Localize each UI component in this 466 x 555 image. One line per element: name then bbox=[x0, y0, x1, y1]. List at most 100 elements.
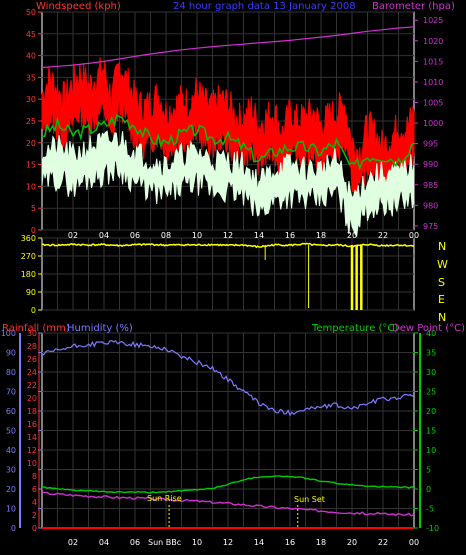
x-tick-label-bottom: 02 bbox=[68, 538, 78, 547]
min-wind-series-area bbox=[41, 130, 415, 238]
x-tick-label-top: 14 bbox=[254, 231, 264, 240]
compass-label-n-bottom: N bbox=[438, 311, 446, 324]
y-tick-label-direction: 90 bbox=[26, 288, 36, 297]
x-tick-label-top: 04 bbox=[99, 231, 109, 240]
y-tick-label-rain: 10 bbox=[27, 459, 37, 468]
humidity-series-line bbox=[41, 339, 415, 417]
y-tick-label-wind: 0 bbox=[31, 226, 36, 235]
y-tick-label-direction: 180 bbox=[21, 270, 36, 279]
y-tick-label-rain: 4 bbox=[32, 498, 37, 507]
x-tick-label-top: 06 bbox=[130, 231, 140, 240]
y-tick-label-direction: 0 bbox=[31, 306, 36, 315]
x-tick-label-bottom: 18 bbox=[316, 538, 326, 547]
humidity-axis-title: Humidity (%) bbox=[67, 323, 133, 334]
x-tick-label-bottom: 22 bbox=[378, 538, 388, 547]
y-tick-label-temperature: 25 bbox=[426, 388, 436, 397]
y-tick-label-barometer: 980 bbox=[423, 201, 438, 210]
rainfall-axis-title: Rainfall (mm) bbox=[2, 323, 70, 334]
y-tick-label-barometer: 985 bbox=[423, 181, 438, 190]
x-tick-label-bottom: 16 bbox=[285, 538, 295, 547]
y-tick-label-wind: 20 bbox=[26, 139, 36, 148]
dew-point-series-line bbox=[41, 491, 415, 517]
barometer-series-line bbox=[41, 26, 415, 69]
y-tick-label-wind: 40 bbox=[26, 52, 36, 61]
y-tick-label-barometer: 1020 bbox=[423, 37, 443, 46]
y-tick-label-wind: 25 bbox=[26, 117, 36, 126]
sun-bbc-label: Sun BBc bbox=[148, 538, 181, 547]
y-tick-label-temperature: 20 bbox=[426, 407, 436, 416]
dewpoint-axis-title: Dew Point (°C) bbox=[392, 323, 465, 334]
x-tick-label-bottom: 00 bbox=[409, 538, 419, 547]
y-tick-label-direction: 360 bbox=[21, 234, 36, 243]
y-tick-label-temperature: 5 bbox=[426, 466, 431, 475]
y-tick-label-temperature: -10 bbox=[426, 524, 439, 533]
y-tick-label-barometer: 1025 bbox=[423, 16, 443, 25]
x-tick-label-top: 22 bbox=[378, 231, 388, 240]
y-tick-label-barometer: 990 bbox=[423, 160, 438, 169]
x-tick-label-bottom: 06 bbox=[130, 538, 140, 547]
y-tick-label-wind: 45 bbox=[26, 30, 36, 39]
x-tick-label-top: 10 bbox=[192, 231, 202, 240]
y-tick-label-barometer: 1005 bbox=[423, 98, 443, 107]
y-tick-label-rain: 22 bbox=[27, 381, 37, 390]
x-tick-label-bottom: 20 bbox=[347, 538, 357, 547]
x-tick-label-bottom: 14 bbox=[254, 538, 264, 547]
y-tick-label-humidity: 80 bbox=[6, 368, 16, 377]
y-tick-label-humidity: 100 bbox=[1, 329, 16, 338]
y-tick-label-temperature: 35 bbox=[426, 349, 436, 358]
y-tick-label-rain: 6 bbox=[32, 485, 37, 494]
windspeed-axis-title: Windspeed (kph) bbox=[36, 1, 121, 12]
y-tick-label-wind: 50 bbox=[26, 8, 36, 17]
y-tick-label-rain: 18 bbox=[27, 407, 37, 416]
y-tick-label-humidity: 30 bbox=[6, 466, 16, 475]
x-tick-label-bottom: 04 bbox=[99, 538, 109, 547]
y-tick-label-humidity: 10 bbox=[6, 505, 16, 514]
x-tick-label-top: 12 bbox=[223, 231, 233, 240]
temperature-axis-title: Temperature (°C) bbox=[311, 323, 398, 334]
y-tick-label-temperature: 30 bbox=[426, 368, 436, 377]
y-tick-label-humidity: 60 bbox=[6, 407, 16, 416]
y-tick-label-rain: 2 bbox=[32, 511, 37, 520]
avg-wind-series-line bbox=[42, 113, 415, 171]
gust-series-area bbox=[41, 57, 415, 201]
y-tick-label-barometer: 1015 bbox=[423, 57, 443, 66]
y-tick-label-rain: 16 bbox=[27, 420, 37, 429]
y-tick-label-humidity: 50 bbox=[6, 427, 16, 436]
x-tick-label-top: 02 bbox=[68, 231, 78, 240]
x-tick-label-bottom: 10 bbox=[192, 538, 202, 547]
y-tick-label-temperature: 10 bbox=[426, 446, 436, 455]
series-layer bbox=[41, 26, 415, 529]
sun-set-label: Sun Set bbox=[294, 495, 325, 504]
y-tick-label-wind: 35 bbox=[26, 73, 36, 82]
y-tick-label-barometer: 1000 bbox=[423, 119, 443, 128]
y-tick-label-humidity: 0 bbox=[11, 524, 16, 533]
y-tick-label-wind: 30 bbox=[26, 95, 36, 104]
y-tick-label-wind: 5 bbox=[31, 204, 36, 213]
y-tick-label-rain: 30 bbox=[27, 329, 37, 338]
y-tick-label-rain: 26 bbox=[27, 355, 37, 364]
y-tick-label-rain: 14 bbox=[27, 433, 37, 442]
compass-label-n-top: N bbox=[438, 240, 446, 253]
graph-title: 24 hour graph data 13 January 2008 bbox=[173, 1, 356, 12]
x-tick-label-top: 08 bbox=[161, 231, 171, 240]
y-tick-label-humidity: 40 bbox=[6, 446, 16, 455]
barometer-axis-title: Barometer (hpa) bbox=[372, 1, 455, 12]
x-tick-label-top: 18 bbox=[316, 231, 326, 240]
y-tick-label-direction: 270 bbox=[21, 252, 36, 261]
x-tick-label-top: 16 bbox=[285, 231, 295, 240]
x-tick-label-bottom: 12 bbox=[223, 538, 233, 547]
y-tick-label-humidity: 20 bbox=[6, 485, 16, 494]
x-tick-label-top: 00 bbox=[409, 231, 419, 240]
y-tick-label-temperature: -5 bbox=[426, 505, 434, 514]
y-tick-label-rain: 12 bbox=[27, 446, 37, 455]
y-tick-label-rain: 24 bbox=[27, 368, 37, 377]
compass-label-w: W bbox=[437, 258, 448, 271]
y-tick-label-temperature: 40 bbox=[426, 329, 436, 338]
y-tick-label-humidity: 70 bbox=[6, 388, 16, 397]
y-tick-label-barometer: 995 bbox=[423, 140, 438, 149]
temperature-series-line bbox=[41, 475, 415, 494]
y-tick-label-barometer: 1010 bbox=[423, 78, 443, 87]
